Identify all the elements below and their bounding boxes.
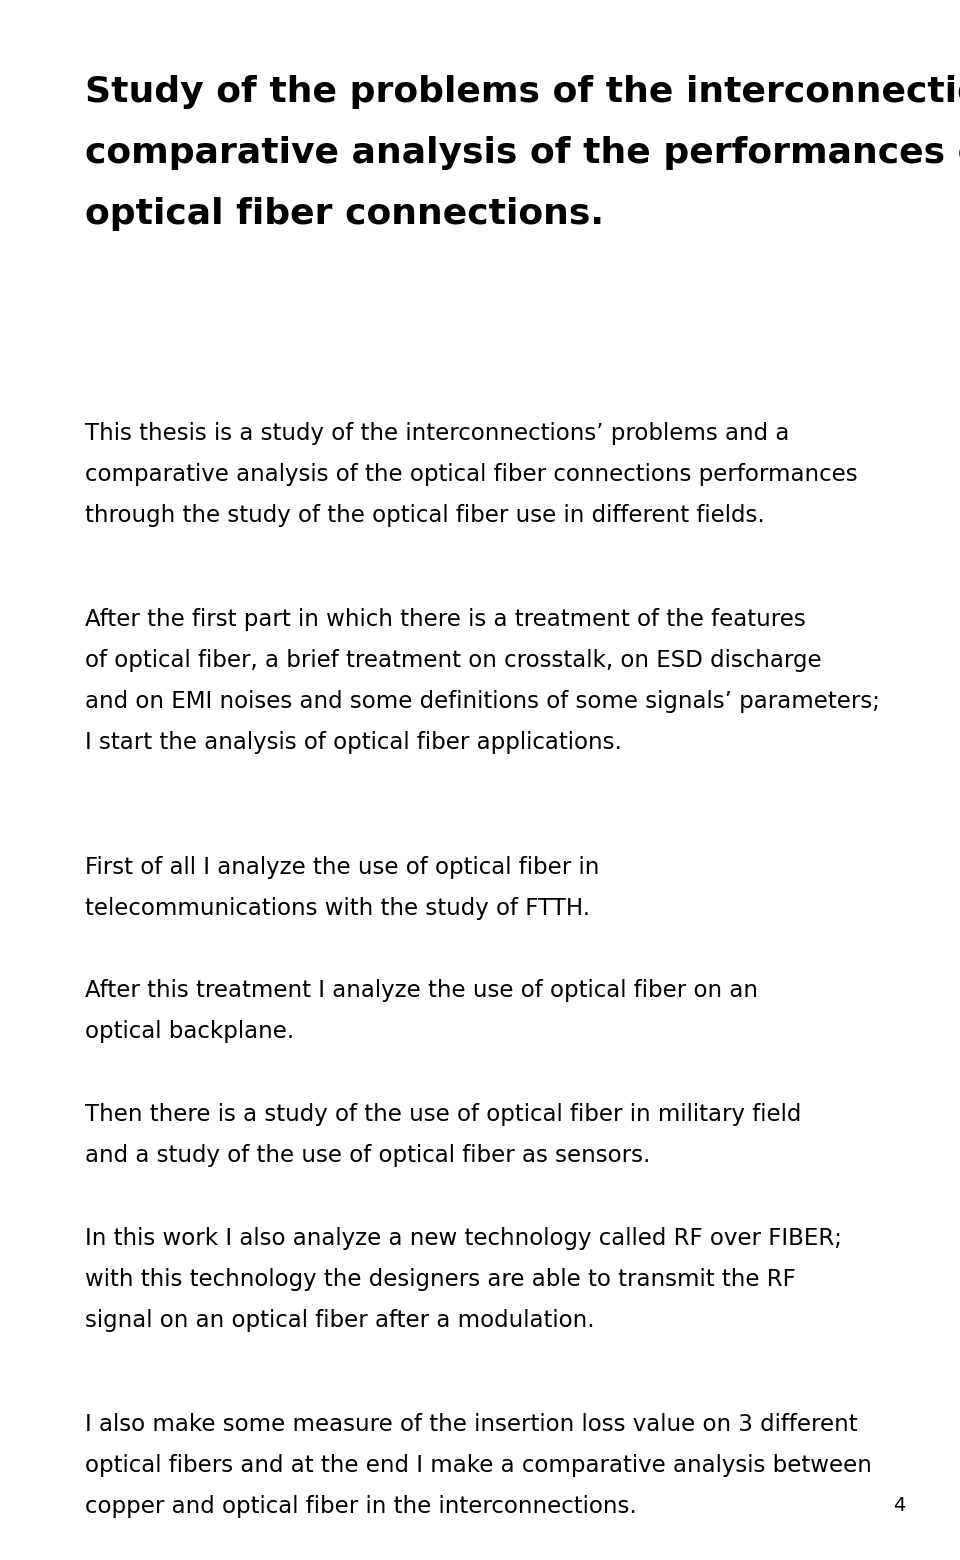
Text: First of all I analyze the use of optical fiber in
telecommunications with the s: First of all I analyze the use of optica… (85, 855, 599, 920)
Text: Then there is a study of the use of optical fiber in military field
and a study : Then there is a study of the use of opti… (85, 1103, 802, 1167)
Text: In this work I also analyze a new technology called RF over FIBER;
with this tec: In this work I also analyze a new techno… (85, 1226, 842, 1332)
Text: After the first part in which there is a treatment of the features
of optical fi: After the first part in which there is a… (85, 608, 880, 753)
Text: This thesis is a study of the interconnections’ problems and a
comparative analy: This thesis is a study of the interconne… (85, 423, 857, 527)
Text: I also make some measure of the insertion loss value on 3 different
optical fibe: I also make some measure of the insertio… (85, 1412, 872, 1518)
Text: Study of the problems of the interconnections and a
comparative analysis of the : Study of the problems of the interconnec… (85, 75, 960, 231)
Text: After this treatment I analyze the use of optical fiber on an
optical backplane.: After this treatment I analyze the use o… (85, 980, 758, 1044)
Text: 4: 4 (893, 1496, 905, 1515)
